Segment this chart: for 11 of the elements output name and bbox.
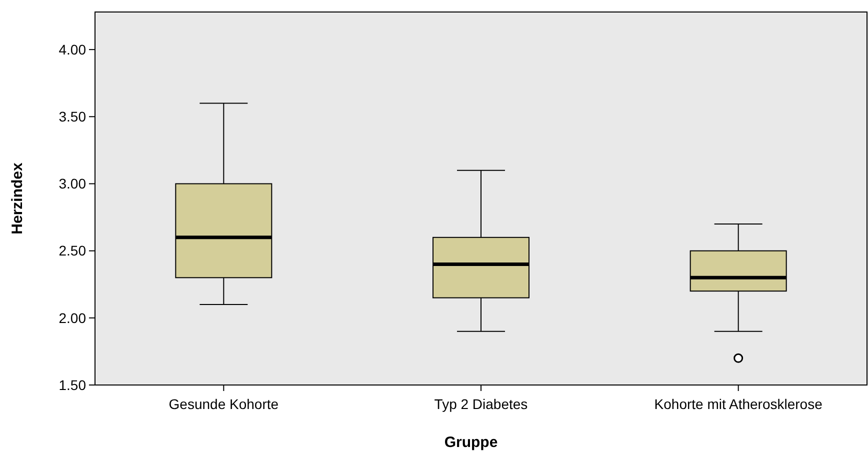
x-tick-label: Gesunde Kohorte <box>168 396 279 412</box>
y-tick-label: 4.00 <box>58 41 86 58</box>
y-axis-title: Herzindex <box>9 162 26 234</box>
x-tick-label: Kohorte mit Atherosklerose <box>654 396 823 412</box>
y-tick-label: 2.00 <box>58 310 86 326</box>
x-tick-label: Typ 2 Diabetes <box>434 396 528 412</box>
x-axis-title: Gruppe <box>444 434 498 451</box>
y-tick-label: 3.50 <box>58 108 86 125</box>
y-tick-label: 1.50 <box>58 376 86 393</box>
y-tick-label: 3.00 <box>58 176 86 192</box>
y-tick-label: 2.50 <box>58 242 86 259</box>
